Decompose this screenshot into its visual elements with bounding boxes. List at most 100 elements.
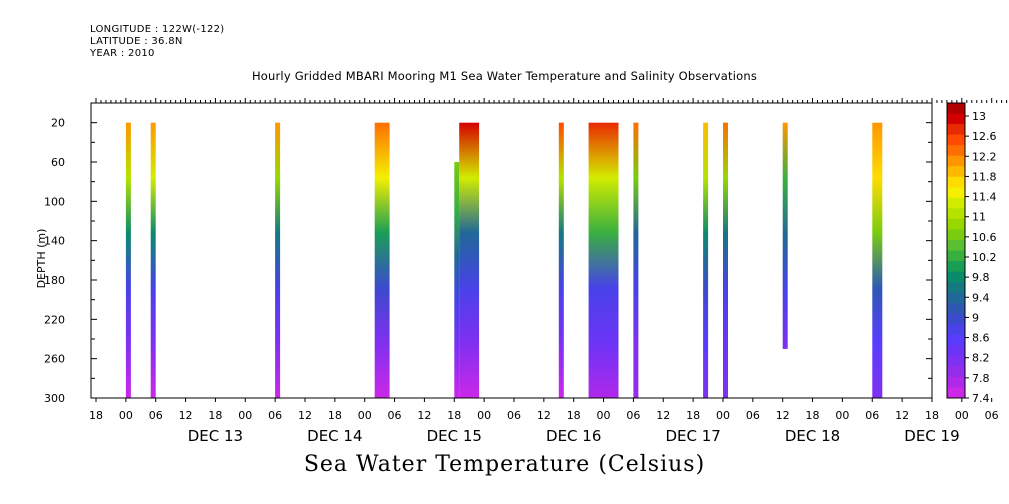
x-hour-label: 18 — [686, 409, 700, 422]
colorbar-swatch — [947, 218, 965, 230]
x-hour-label: 00 — [597, 409, 611, 422]
colorbar-label: 7.8 — [972, 372, 990, 385]
y-tick-label: 100 — [44, 195, 65, 208]
y-axis-label: DEPTH (m) — [35, 229, 48, 289]
colorbar-swatch — [947, 355, 965, 367]
colorbar-label: 7.4 — [972, 392, 990, 405]
colorbar: 13 12.6 12.2 11.8 11.4 11 10.6 10.2 9.8 9.4 9 8.6 8.… — [946, 102, 997, 405]
x-hour-label: 18 — [328, 409, 342, 422]
colorbar-swatch — [947, 387, 965, 399]
colorbar-swatch — [947, 124, 965, 136]
x-hour-label: 06 — [388, 409, 402, 422]
y-tick-label: 20 — [51, 117, 65, 130]
colorbar-label: 11 — [972, 211, 986, 224]
colorbar-swatch — [947, 366, 965, 378]
x-hour-label: 06 — [865, 409, 879, 422]
temperature-column — [374, 122, 390, 398]
x-hour-label: 18 — [567, 409, 581, 422]
x-day-label: DEC 16 — [546, 427, 601, 445]
x-day-label: DEC 17 — [665, 427, 720, 445]
colorbar-swatch — [947, 271, 965, 283]
x-hour-label: 12 — [417, 409, 431, 422]
y-axis: 20 60 100 140 180 220 260 300 DEPTH (m) — [35, 102, 932, 405]
x-hour-label: 12 — [537, 409, 551, 422]
x-day-label: DEC 15 — [427, 427, 482, 445]
colorbar-label: 8.2 — [972, 352, 990, 365]
temperature-column — [782, 122, 788, 349]
colorbar-label: 13 — [972, 110, 986, 123]
x-hour-label: 18 — [208, 409, 222, 422]
y-tick-label: 140 — [44, 235, 65, 248]
x-hour-label: 06 — [149, 409, 163, 422]
colorbar-swatch — [947, 166, 965, 178]
y-tick-label: 60 — [51, 156, 65, 169]
colorbar-caption: Sea Water Temperature (Celsius) — [303, 452, 706, 477]
colorbar-swatch — [947, 113, 965, 125]
latitude-label: LATITUDE : 36.8N — [90, 36, 183, 47]
x-hour-label: 12 — [656, 409, 670, 422]
x-hour-label: 00 — [955, 409, 969, 422]
colorbar-swatch — [947, 334, 965, 346]
colorbar-swatch — [947, 155, 965, 167]
colorbar-label: 10.6 — [972, 231, 997, 244]
x-hour-label: 06 — [626, 409, 640, 422]
temperature-column — [633, 122, 639, 398]
colorbar-label: 10.2 — [972, 251, 997, 264]
temperature-column — [459, 122, 480, 398]
temperature-column — [872, 122, 883, 398]
x-day-label: DEC 19 — [904, 427, 959, 445]
colorbar-label: 11.8 — [972, 170, 997, 183]
y-tick-label: 300 — [44, 392, 65, 405]
colorbar-swatch — [947, 229, 965, 241]
colorbar-swatch — [947, 261, 965, 273]
colorbar-swatch — [947, 292, 965, 304]
x-hour-label: 00 — [477, 409, 491, 422]
x-hour-label: 00 — [238, 409, 252, 422]
x-hour-label: 18 — [925, 409, 939, 422]
x-hour-label: 00 — [716, 409, 730, 422]
x-hour-label: 12 — [776, 409, 790, 422]
colorbar-swatch — [947, 239, 965, 251]
x-day-label: DEC 13 — [188, 427, 243, 445]
temperature-column — [150, 122, 156, 398]
colorbar-swatch — [947, 313, 965, 325]
x-axis: 18 00 06 12 18 00 06 12 18 00 06 12 18 00 06 12 18 00 06 12… — [89, 98, 1008, 445]
colorbar-label: 9.4 — [972, 291, 990, 304]
colorbar-label: 9 — [972, 311, 979, 324]
colorbar-swatch — [947, 103, 965, 115]
colorbar-label: 9.8 — [972, 271, 990, 284]
y-tick-label: 180 — [44, 274, 65, 287]
x-hour-label: 18 — [89, 409, 103, 422]
colorbar-swatch — [947, 282, 965, 294]
colorbar-swatch — [947, 345, 965, 357]
temperature-column — [723, 122, 728, 398]
colorbar-swatch — [947, 324, 965, 336]
data-columns — [125, 122, 883, 398]
x-hour-label: 00 — [358, 409, 372, 422]
x-hour-label: 12 — [179, 409, 193, 422]
x-hour-label: 06 — [268, 409, 282, 422]
x-hour-label: 12 — [298, 409, 312, 422]
colorbar-label: 11.4 — [972, 191, 997, 204]
x-hour-label: 06 — [746, 409, 760, 422]
x-hour-label: 12 — [895, 409, 909, 422]
colorbar-swatch — [947, 176, 965, 188]
colorbar-swatch — [947, 197, 965, 209]
colorbar-swatch — [947, 303, 965, 315]
colorbar-swatch — [947, 250, 965, 262]
colorbar-label: 12.6 — [972, 130, 997, 143]
colorbar-swatch — [947, 208, 965, 220]
colorbar-swatch — [947, 187, 965, 199]
colorbar-label: 12.2 — [972, 150, 997, 163]
x-hour-label: 18 — [447, 409, 461, 422]
x-hour-label: 00 — [119, 409, 133, 422]
colorbar-frame — [946, 102, 966, 399]
x-hour-label: 06 — [985, 409, 999, 422]
chart-title: Hourly Gridded MBARI Mooring M1 Sea Wate… — [251, 69, 758, 83]
y-tick-label: 260 — [44, 353, 65, 366]
temperature-column — [558, 122, 564, 398]
x-hour-label: 06 — [507, 409, 521, 422]
colorbar-swatch — [947, 145, 965, 157]
y-tick-label: 220 — [44, 313, 65, 326]
x-hour-label: 00 — [835, 409, 849, 422]
